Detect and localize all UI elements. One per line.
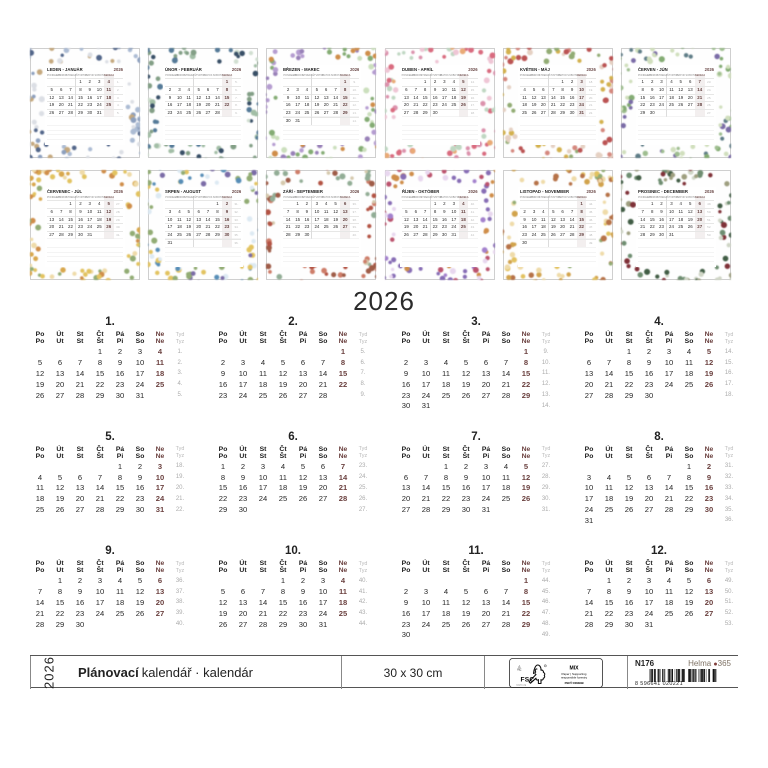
svg-text:www.fsc.org: www.fsc.org [516,684,526,686]
svg-text:MIX: MIX [569,665,579,671]
svg-text:®: ® [545,664,546,667]
svg-text:▵: ▵ [518,663,521,668]
svg-text:FSC® C004919: FSC® C004919 [565,680,584,684]
svg-text:FSC: FSC [517,669,521,671]
svg-text:responsible forestry: responsible forestry [561,675,588,679]
svg-text:FSC: FSC [521,676,535,683]
